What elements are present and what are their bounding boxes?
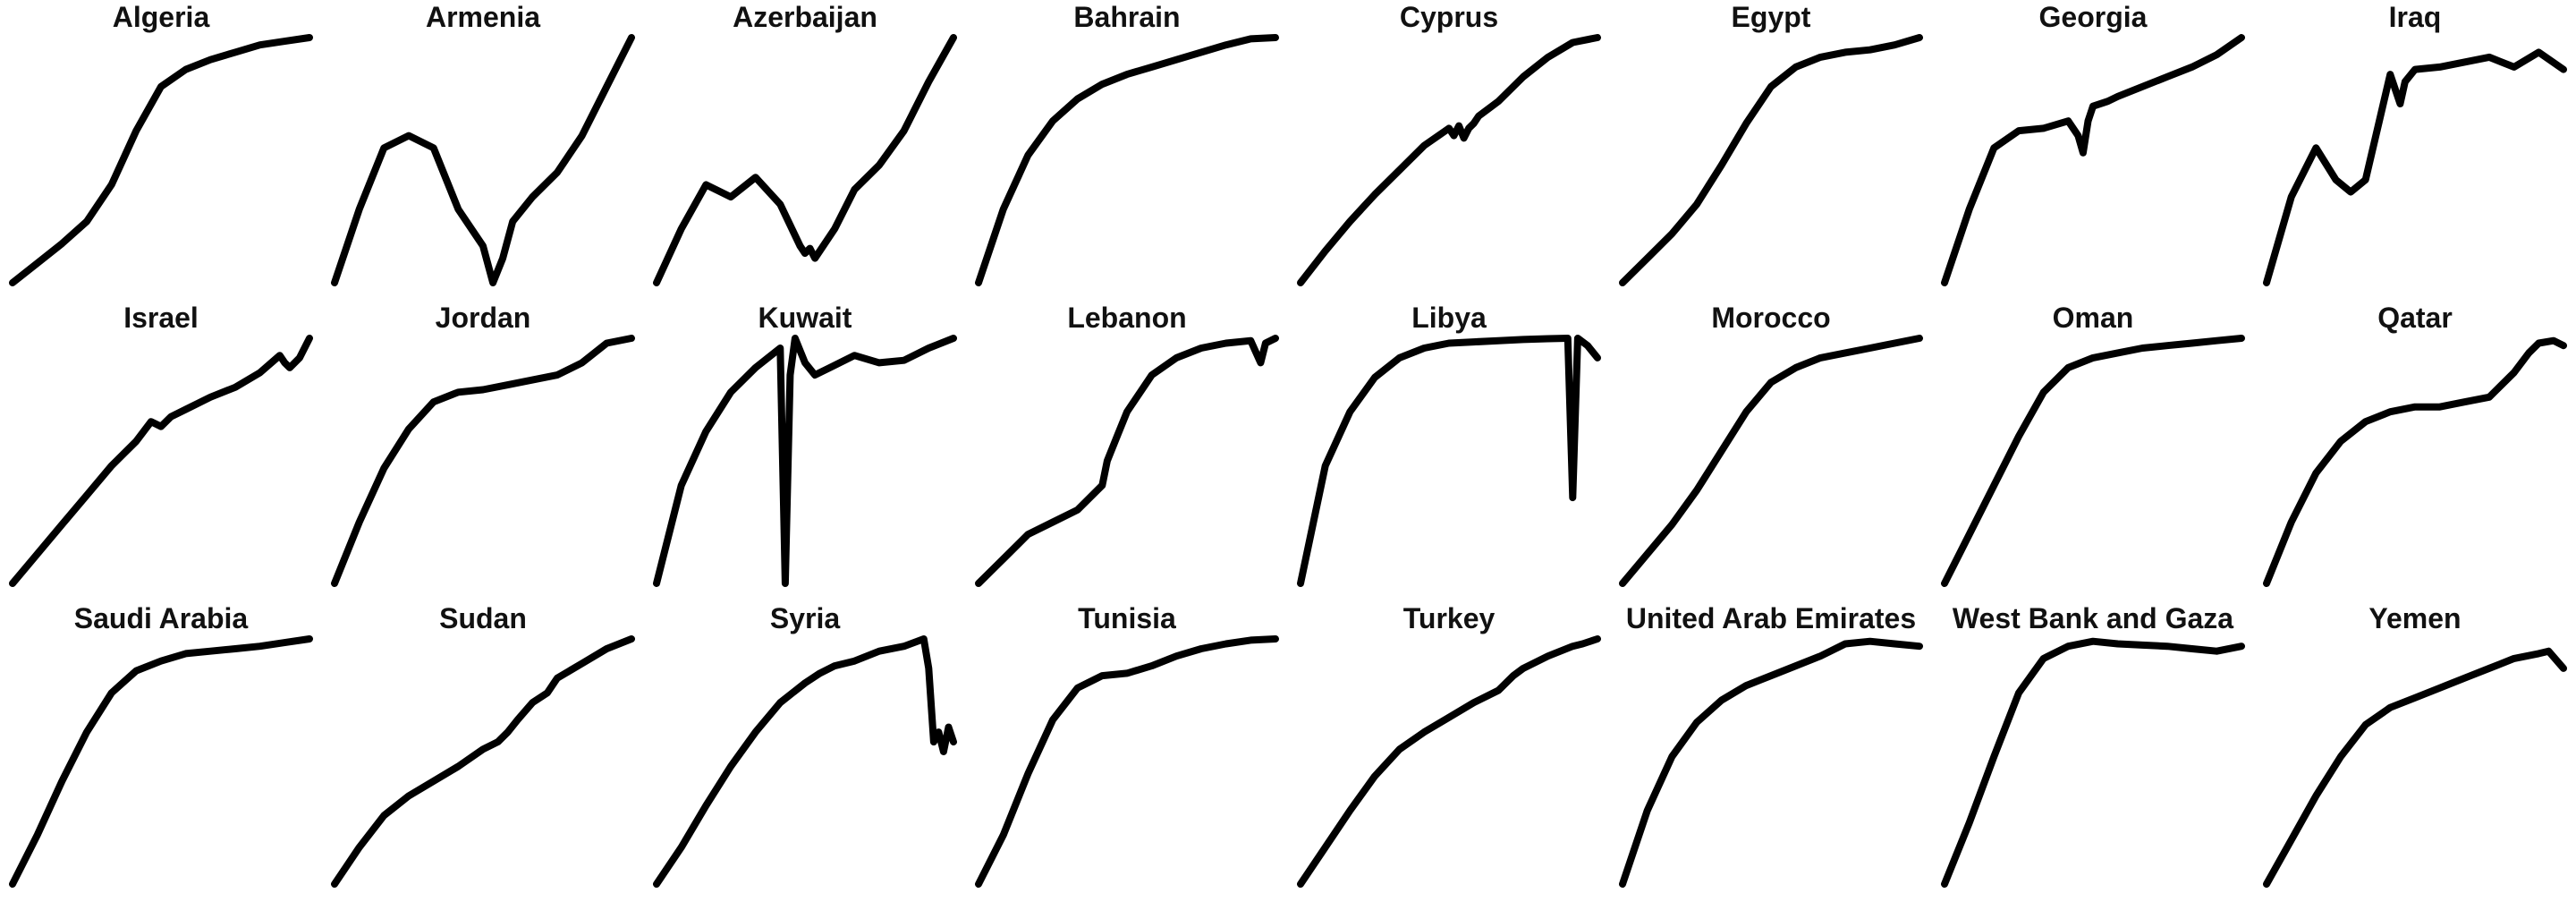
series-line-united-arab-emirates xyxy=(1619,637,1923,888)
panel-title: Turkey xyxy=(1403,602,1496,634)
series-line-jordan xyxy=(331,335,635,587)
panel-title: Sudan xyxy=(439,602,527,634)
panel-morocco: Morocco xyxy=(1619,302,1923,587)
panel-title: Morocco xyxy=(1711,302,1830,334)
panel-title: Saudi Arabia xyxy=(74,602,249,634)
panel-title: Algeria xyxy=(113,1,210,33)
panel-oman: Oman xyxy=(1941,302,2245,587)
series-line-syria xyxy=(653,635,957,888)
panel-yemen: Yemen xyxy=(2263,602,2567,888)
series-line-west-bank-and-gaza xyxy=(1941,637,2245,888)
panel-georgia: Georgia xyxy=(1941,1,2245,286)
panel-title: Kuwait xyxy=(758,302,852,334)
panel-title: Iraq xyxy=(2389,1,2442,33)
series-line-saudi-arabia xyxy=(9,635,313,888)
panel-title: Cyprus xyxy=(1400,1,1498,33)
panel-jordan: Jordan xyxy=(331,302,635,587)
series-line-qatar xyxy=(2263,336,2567,587)
panel-title: Georgia xyxy=(2039,1,2148,33)
series-line-sudan xyxy=(331,635,635,888)
panel-united-arab-emirates: United Arab Emirates xyxy=(1619,602,1923,888)
panel-lebanon: Lebanon xyxy=(975,302,1279,587)
series-line-libya xyxy=(1297,335,1601,587)
series-line-oman xyxy=(1941,335,2245,587)
series-line-lebanon xyxy=(975,335,1279,587)
series-line-algeria xyxy=(9,34,313,286)
panel-title: Syria xyxy=(770,602,840,634)
panel-sudan: Sudan xyxy=(331,602,635,888)
panel-qatar: Qatar xyxy=(2263,302,2567,587)
panel-kuwait: Kuwait xyxy=(653,302,957,587)
series-line-cyprus xyxy=(1297,34,1601,286)
series-line-israel xyxy=(9,335,313,587)
series-line-bahrain xyxy=(975,34,1279,286)
panel-azerbaijan: Azerbaijan xyxy=(653,1,957,286)
series-line-armenia xyxy=(331,34,635,286)
panel-syria: Syria xyxy=(653,602,957,888)
panel-bahrain: Bahrain xyxy=(975,1,1279,286)
panel-israel: Israel xyxy=(9,302,313,587)
panel-title: West Bank and Gaza xyxy=(1953,602,2233,634)
series-line-yemen xyxy=(2263,647,2567,888)
panel-title: Qatar xyxy=(2377,302,2453,334)
panel-cyprus: Cyprus xyxy=(1297,1,1601,286)
panel-egypt: Egypt xyxy=(1619,1,1923,286)
panel-libya: Libya xyxy=(1297,302,1601,587)
series-line-egypt xyxy=(1619,34,1923,286)
series-line-turkey xyxy=(1297,635,1601,888)
panel-title: Lebanon xyxy=(1067,302,1186,334)
series-line-georgia xyxy=(1941,34,2245,286)
series-line-azerbaijan xyxy=(653,34,957,286)
series-line-kuwait xyxy=(653,335,957,587)
panel-title: Oman xyxy=(2053,302,2134,334)
panel-title: Azerbaijan xyxy=(733,1,877,33)
panel-armenia: Armenia xyxy=(331,1,635,286)
panel-turkey: Turkey xyxy=(1297,602,1601,888)
series-line-morocco xyxy=(1619,335,1923,587)
panel-saudi-arabia: Saudi Arabia xyxy=(9,602,313,888)
panel-title: United Arab Emirates xyxy=(1626,602,1916,634)
panel-title: Libya xyxy=(1411,302,1487,334)
series-line-iraq xyxy=(2263,48,2567,286)
panel-title: Bahrain xyxy=(1073,1,1180,33)
panel-algeria: Algeria xyxy=(9,1,313,286)
series-line-tunisia xyxy=(975,635,1279,888)
panel-title: Tunisia xyxy=(1078,602,1176,634)
panel-tunisia: Tunisia xyxy=(975,602,1279,888)
panel-iraq: Iraq xyxy=(2263,1,2567,286)
panel-west-bank-and-gaza: West Bank and Gaza xyxy=(1941,602,2245,888)
panel-title: Yemen xyxy=(2368,602,2461,634)
panel-title: Egypt xyxy=(1732,1,1811,33)
panel-title: Armenia xyxy=(426,1,540,33)
panel-title: Israel xyxy=(123,302,199,334)
panel-title: Jordan xyxy=(436,302,531,334)
